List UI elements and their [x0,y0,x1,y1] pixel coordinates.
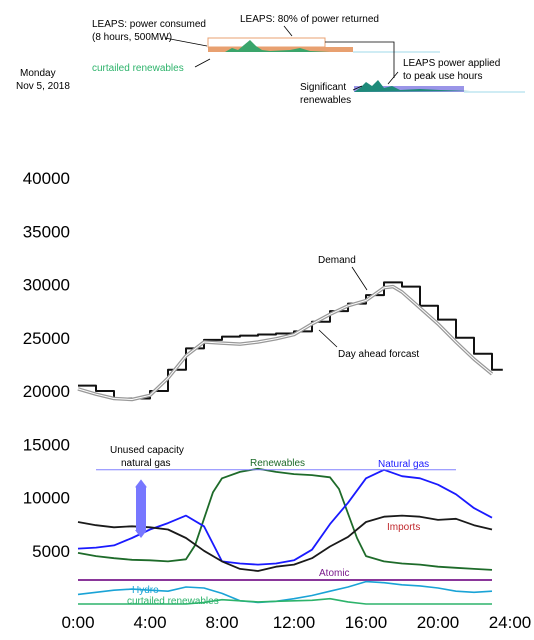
demand-label: Demand [318,255,356,266]
forecast-pointer [318,329,338,348]
leaps-applied-label: LEAPS power applied [403,58,500,69]
x-axis: 0:00 4:00 8:00 12:00 16:00 20:00 24:00 [61,613,531,632]
y-axis: 5000 10000 15000 20000 25000 30000 35000 40000 [23,169,70,561]
y-tick-label: 15000 [23,435,70,454]
demand-pointer [351,266,368,291]
renewables-label: Renewables [250,458,305,469]
hydro-series [77,580,493,604]
natural-gas-series [77,468,493,566]
leaps-applied-detail: to peak use hours [403,71,483,82]
leaps-applied-bar [354,86,464,92]
significant-label: Significant [300,82,346,93]
natural-gas-label: Natural gas [378,459,429,470]
annotations: Demand Day ahead forcast Renewables Natu… [110,255,429,607]
arrow-consumed [164,37,208,47]
y-tick-label: 20000 [23,382,70,401]
x-tick-label: 24:00 [489,613,532,632]
leaps-consumed-bar [208,47,353,52]
significant-detail: renewables [300,95,351,106]
leaps-returned-box [207,37,326,48]
renewables-series [77,467,493,571]
leaps-diagram: LEAPS: power consumed (8 hours, 500MW) c… [16,14,525,106]
x-tick-label: 16:00 [345,613,388,632]
atomic-label: Atomic [319,568,350,579]
curtailed-label: curtailed renewables [127,596,219,607]
curtailed-mini-area [208,40,330,52]
arrow-curtailed [194,58,211,68]
x-tick-label: 20:00 [417,613,460,632]
leaps-consumed-detail: (8 hours, 500MW) [92,32,172,43]
forecast-series [77,284,494,402]
leaps-consumed-label: LEAPS: power consumed [92,19,206,30]
unused-capacity-label-1: Unused capacity [110,445,184,456]
day-label: Monday [20,68,56,79]
series-layer [77,281,503,605]
x-tick-label: 0:00 [61,613,94,632]
y-tick-label: 40000 [23,169,70,188]
y-tick-label: 30000 [23,276,70,295]
forecast-label: Day ahead forcast [338,349,419,360]
y-tick-label: 35000 [23,222,70,241]
x-tick-label: 12:00 [273,613,316,632]
arrow-returned [283,25,293,37]
unused-capacity-arrow-head-top [135,479,147,488]
curtailed-top-label: curtailed renewables [92,63,184,74]
hydro-label: Hydro [132,585,159,596]
x-tick-label: 4:00 [133,613,166,632]
arrow-returned-path [325,41,395,78]
forecast-series-inner [77,286,493,400]
imports-series [77,514,493,572]
date-label: Nov 5, 2018 [16,81,70,92]
demand-series [78,281,503,400]
arrow-applied [387,71,399,85]
x-tick-label: 8:00 [205,613,238,632]
leaps-returned-label: LEAPS: 80% of power returned [240,14,379,25]
curtailed-series [78,597,492,605]
arrow-significant [352,85,363,91]
y-tick-label: 10000 [23,489,70,508]
y-tick-label: 5000 [32,542,70,561]
unused-capacity-label-2: natural gas [121,458,170,469]
unused-capacity-arrow-head-bottom [135,529,147,538]
unused-capacity-arrow [136,483,146,534]
header-arrows [164,25,399,91]
y-tick-label: 25000 [23,329,70,348]
imports-label: Imports [387,522,420,533]
renewables-mini-area [354,80,470,92]
